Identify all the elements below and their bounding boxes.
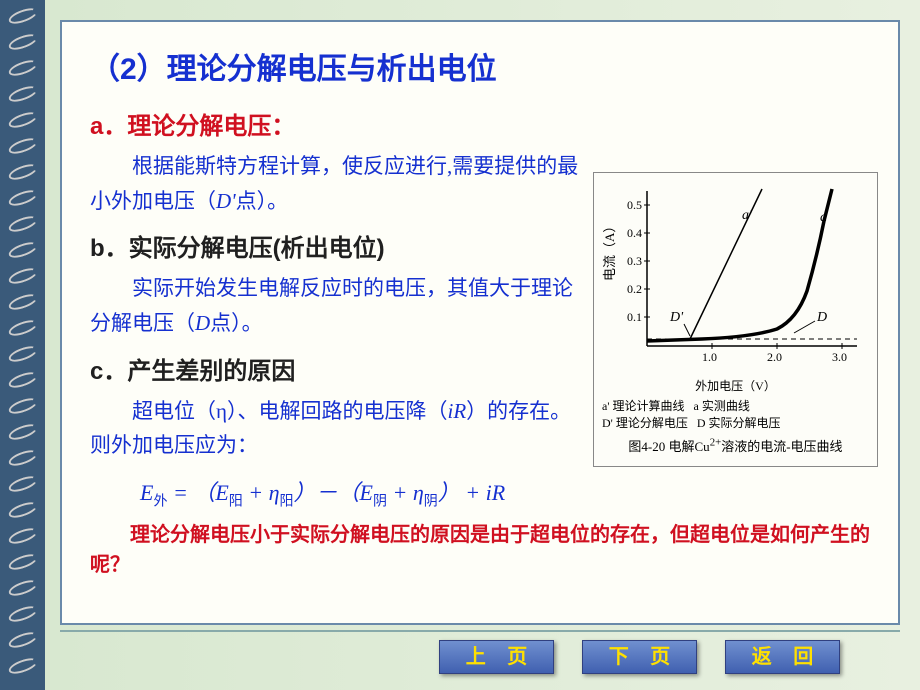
svg-text:电流（A）: 电流（A） [602, 220, 617, 281]
svg-text:D: D [816, 310, 827, 325]
section-b-heading: b．实际分解电压(析出电位) [90, 228, 580, 263]
svg-text:a: a [820, 210, 827, 225]
figure-legend: a' 理论计算曲线 a 实测曲线 D' 理论分解电压 D 实际分解电压 [602, 398, 869, 432]
svg-text:0.1: 0.1 [627, 310, 642, 324]
svg-text:0.3: 0.3 [627, 254, 642, 268]
svg-text:0.4: 0.4 [627, 226, 642, 240]
x-axis-label: 外加电压（V） [602, 377, 869, 394]
next-button[interactable]: 下 页 [582, 640, 697, 674]
back-button[interactable]: 返 回 [725, 640, 840, 674]
slide-content: （2）理论分解电压与析出电位 a．理论分解电压： 根据能斯特方程计算，使反应进行… [60, 20, 900, 625]
svg-text:D': D' [669, 310, 684, 325]
nav-footer: 上 页 下 页 返 回 [60, 636, 900, 678]
svg-text:1.0: 1.0 [702, 350, 717, 364]
iv-curve-chart: 0.1 0.2 0.3 0.4 0.5 1.0 2.0 3.0 电流（A） D' [602, 181, 867, 381]
section-c-body: 超电位（η）、电解回路的电压降（iR）的存在。则外加电压应为： [90, 394, 580, 463]
prev-button[interactable]: 上 页 [439, 640, 554, 674]
question-text: 理论分解电压小于实际分解电压的原因是由于超电位的存在，但超电位是如何产生的呢？ [90, 520, 870, 580]
formula: E外 = （E阳 + η阳）－（E阴 + η阴） + iR [140, 475, 870, 510]
section-c-heading: c．产生差别的原因 [90, 351, 580, 386]
svg-text:3.0: 3.0 [832, 350, 847, 364]
spiral-binding [0, 0, 45, 690]
svg-text:2.0: 2.0 [767, 350, 782, 364]
section-b-body: 实际开始发生电解反应时的电压，其值大于理论分解电压（D点）。 [90, 271, 580, 340]
svg-text:0.2: 0.2 [627, 282, 642, 296]
svg-text:a': a' [742, 208, 753, 223]
text-column: a．理论分解电压： 根据能斯特方程计算，使反应进行,需要提供的最小外加电压（D'… [90, 106, 580, 463]
footer-divider [60, 630, 900, 632]
figure-caption: 图4-20 电解Cu2+溶液的电流-电压曲线 [602, 436, 869, 455]
page-title: （2）理论分解电压与析出电位 [90, 44, 870, 88]
figure-chart: 0.1 0.2 0.3 0.4 0.5 1.0 2.0 3.0 电流（A） D' [593, 172, 878, 467]
section-a-body: 根据能斯特方程计算，使反应进行,需要提供的最小外加电压（D'点）。 [90, 149, 580, 218]
svg-text:0.5: 0.5 [627, 198, 642, 212]
section-a-heading: a．理论分解电压： [90, 106, 580, 141]
